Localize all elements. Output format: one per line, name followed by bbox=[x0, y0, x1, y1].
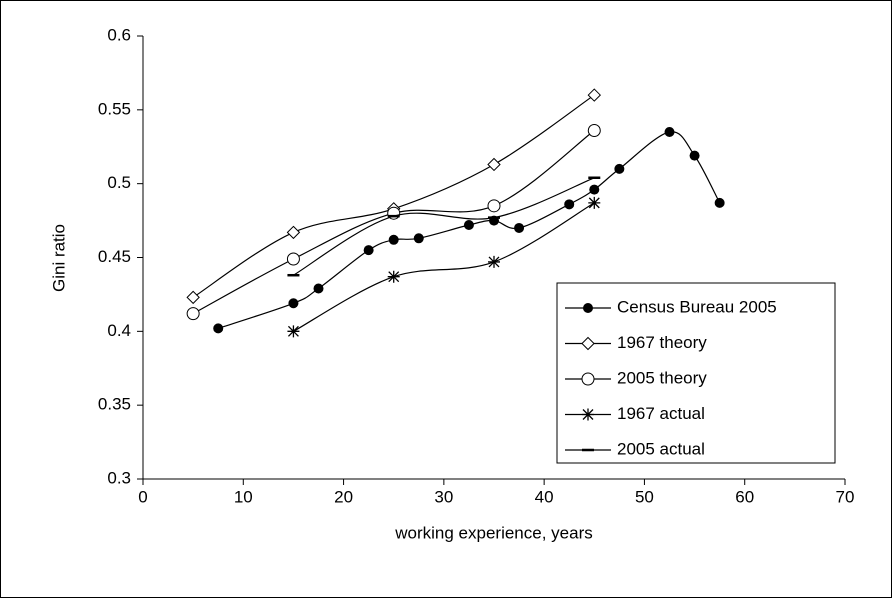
legend-label: Census Bureau 2005 bbox=[617, 297, 777, 316]
legend-marker bbox=[583, 303, 593, 313]
marker bbox=[588, 196, 601, 209]
marker bbox=[313, 283, 324, 294]
marker bbox=[286, 252, 300, 266]
marker bbox=[664, 126, 675, 137]
marker bbox=[463, 220, 474, 231]
marker bbox=[213, 323, 224, 334]
y-tick-label: 0.3 bbox=[107, 468, 131, 487]
legend-label: 1967 actual bbox=[617, 404, 705, 423]
y-tick-label: 0.5 bbox=[107, 173, 131, 192]
marker bbox=[587, 88, 601, 102]
marker bbox=[689, 150, 700, 161]
y-tick-label: 0.35 bbox=[98, 395, 131, 414]
y-tick-label: 0.45 bbox=[98, 247, 131, 266]
y-axis-label: Gini ratio bbox=[49, 224, 68, 292]
legend-marker bbox=[582, 408, 594, 421]
y-tick-label: 0.4 bbox=[107, 321, 131, 340]
x-tick-label: 60 bbox=[735, 487, 754, 506]
series-line bbox=[293, 202, 595, 332]
marker bbox=[714, 197, 725, 208]
marker bbox=[388, 234, 399, 245]
marker bbox=[363, 245, 374, 256]
x-tick-label: 30 bbox=[434, 487, 453, 506]
legend-label: 1967 theory bbox=[617, 333, 707, 352]
legend-box bbox=[556, 282, 836, 464]
x-tick-label: 20 bbox=[334, 487, 353, 506]
marker bbox=[487, 199, 501, 213]
marker bbox=[487, 157, 501, 172]
marker bbox=[387, 270, 400, 283]
legend-marker bbox=[581, 336, 595, 351]
legend-label: 2005 theory bbox=[617, 368, 707, 387]
x-axis-label: working experience, years bbox=[394, 523, 592, 542]
x-tick-label: 40 bbox=[535, 487, 554, 506]
legend-marker bbox=[581, 372, 595, 386]
marker bbox=[587, 124, 601, 138]
marker bbox=[287, 325, 300, 338]
marker bbox=[186, 290, 200, 305]
marker bbox=[413, 233, 424, 244]
marker bbox=[514, 222, 525, 233]
y-tick-label: 0.55 bbox=[98, 99, 131, 118]
x-tick-label: 0 bbox=[138, 487, 147, 506]
marker bbox=[186, 307, 200, 321]
x-tick-label: 10 bbox=[234, 487, 253, 506]
marker bbox=[589, 184, 600, 195]
legend-label: 2005 actual bbox=[617, 439, 705, 458]
x-tick-label: 50 bbox=[635, 487, 654, 506]
series-line bbox=[293, 177, 595, 276]
x-tick-label: 70 bbox=[836, 487, 855, 506]
marker bbox=[288, 298, 299, 309]
marker bbox=[614, 163, 625, 174]
y-tick-label: 0.6 bbox=[107, 25, 131, 44]
marker bbox=[488, 255, 500, 268]
marker bbox=[286, 225, 301, 240]
marker bbox=[564, 199, 575, 210]
